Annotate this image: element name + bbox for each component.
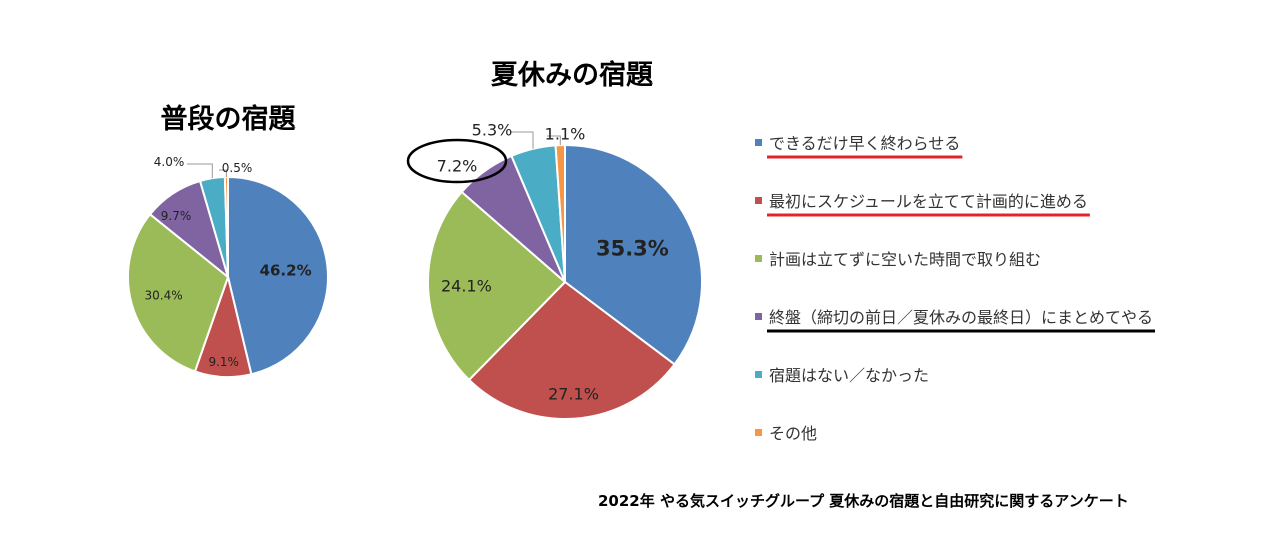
chart-title-summer: 夏休みの宿題 (491, 59, 654, 91)
summer-slice-1 (467, 280, 676, 420)
legend-swatch-1 (755, 197, 762, 204)
pie-chart-regular: 46.2% 9.1% 30.4% 9.7% 4.0% 0.5% (127, 155, 329, 378)
summer-leader-line-5 (547, 135, 561, 146)
pie-chart-summer: 35.3% 27.1% 24.1% 7.2% 5.3% 1.1% (427, 121, 703, 420)
legend-swatch-2 (755, 255, 762, 262)
source-note: 2022年 やる気スイッチグループ 夏休みの宿題と自由研究に関するアンケート (598, 492, 1129, 510)
summer-data-label-3: 7.2% (437, 157, 478, 176)
legend-label-2: 計画は立てずに空いた時間で取り組む (769, 250, 1041, 269)
summer-data-label-1: 27.1% (548, 385, 599, 404)
legend-swatch-3 (755, 313, 762, 320)
regular-leader-line-4 (187, 163, 213, 179)
legend-swatch-0 (755, 139, 762, 146)
highlight-circle (406, 138, 508, 184)
summer-data-label-4: 5.3% (472, 121, 513, 140)
legend-swatch-4 (755, 371, 762, 378)
legend-label-4: 宿題はない／なかった (769, 366, 929, 385)
regular-slice-0 (227, 175, 329, 376)
legend-swatch-5 (755, 429, 762, 436)
chart-title-regular: 普段の宿題 (161, 103, 297, 135)
summer-data-label-5: 1.1% (545, 125, 586, 144)
regular-data-label-5: 0.5% (222, 161, 253, 175)
summer-data-label-0: 35.3% (596, 237, 669, 261)
summer-slice-0 (564, 143, 703, 366)
regular-data-label-0: 46.2% (260, 261, 312, 279)
legend-label-3: 終盤（締切の前日／夏休みの最終日）にまとめてやる (769, 308, 1153, 327)
regular-data-label-3: 9.7% (161, 209, 192, 223)
summer-leader-line-4 (510, 131, 534, 149)
regular-leader-line-5 (219, 169, 227, 177)
summer-slice-2 (427, 190, 567, 382)
regular-data-label-2: 30.4% (145, 289, 183, 303)
regular-data-label-1: 9.1% (208, 355, 239, 369)
legend-label-0: できるだけ早く終わらせる (769, 134, 960, 153)
regular-slice-2 (127, 212, 230, 373)
regular-data-label-4: 4.0% (154, 155, 185, 169)
regular-slice-5 (223, 175, 229, 278)
legend-label-1: 最初にスケジュールを立てて計画的に進める (769, 192, 1088, 211)
summer-data-label-2: 24.1% (441, 277, 492, 296)
legend-label-5: その他 (769, 424, 817, 443)
legend: できるだけ早く終わらせる最初にスケジュールを立てて計画的に進める計画は立てずに空… (755, 134, 1156, 443)
